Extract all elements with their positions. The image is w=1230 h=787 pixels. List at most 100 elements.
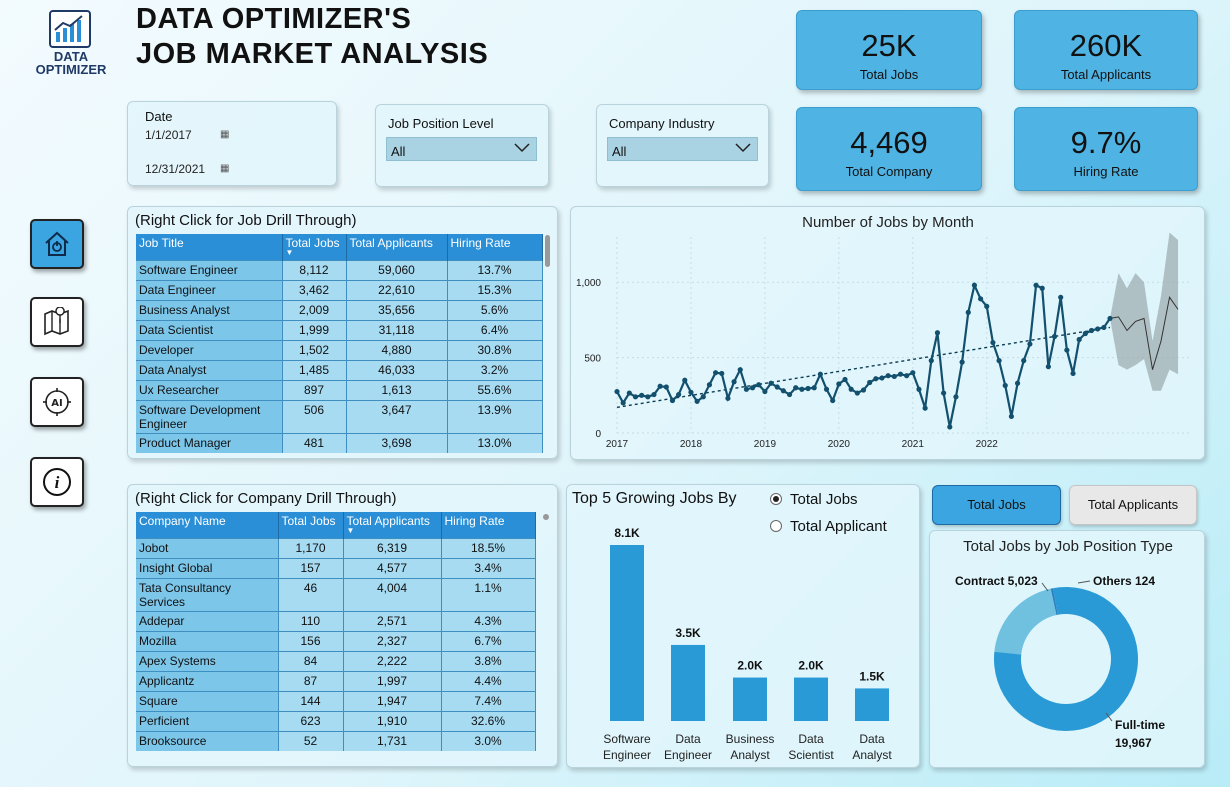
info-button[interactable]: i	[30, 457, 84, 507]
data-point	[910, 370, 915, 375]
category-label: Data	[675, 732, 701, 746]
bar	[855, 688, 889, 721]
home-icon	[42, 229, 72, 259]
col-header[interactable]: Hiring Rate	[447, 234, 542, 260]
table-cell-name: Business Analyst	[136, 300, 282, 320]
col-header[interactable]: Company Name	[136, 512, 278, 538]
table-cell-value: 52	[278, 731, 343, 751]
info-icon: i	[41, 466, 73, 498]
logo: DATA OPTIMIZER	[30, 10, 112, 82]
table-cell-name: Jobot	[136, 538, 278, 558]
toggle-total-applicants[interactable]: Total Applicants	[1069, 485, 1197, 525]
jobs-by-month-card: Number of Jobs by Month 0 500 1,000 2017 2018…	[570, 206, 1205, 460]
table-row[interactable]: Data Engineer 3,462 22,610 15.3%	[136, 280, 542, 300]
home-button[interactable]	[30, 219, 84, 269]
svg-text:i: i	[55, 473, 60, 492]
col-header[interactable]: Total Applicants	[346, 234, 447, 260]
ai-button[interactable]: AI	[30, 377, 84, 427]
data-point	[861, 387, 866, 392]
scrollbar-thumb[interactable]	[545, 235, 550, 267]
table-row[interactable]: Software Engineer 8,112 59,060 13.7%	[136, 260, 542, 280]
data-point	[658, 384, 663, 389]
col-header[interactable]: Total Jobs ▼	[282, 234, 346, 260]
table-cell-value: 5.6%	[447, 300, 542, 320]
table-row[interactable]: Insight Global 157 4,577 3.4%	[136, 558, 535, 578]
data-point	[1083, 331, 1088, 336]
table-row[interactable]: Data Analyst 1,485 46,033 3.2%	[136, 360, 542, 380]
data-point	[775, 384, 780, 389]
calendar-icon[interactable]: ▦	[220, 163, 229, 174]
bar	[733, 678, 767, 721]
y-tick-label: 500	[584, 354, 601, 365]
table-cell-value: 13.9%	[447, 400, 542, 433]
table-row[interactable]: Software Development Engineer 506 3,647 13.…	[136, 400, 542, 433]
map-button[interactable]	[30, 297, 84, 347]
kpi-label: Total Applicants	[1015, 67, 1197, 82]
data-point	[621, 400, 626, 405]
leader-line	[1078, 581, 1090, 583]
table-cell-value: 3.8%	[441, 651, 535, 671]
data-point	[781, 388, 786, 393]
table-row[interactable]: Mozilla 156 2,327 6.7%	[136, 631, 535, 651]
svg-text:AI: AI	[51, 398, 62, 409]
table-cell-name: Data Engineer	[136, 280, 282, 300]
col-header[interactable]: Hiring Rate	[441, 512, 535, 538]
data-point	[923, 406, 928, 411]
data-point	[892, 374, 897, 379]
jobs-by-month-chart: Number of Jobs by Month05001,0002017 2018…	[571, 207, 1206, 461]
col-header[interactable]: Total Jobs	[278, 512, 343, 538]
job-level-dropdown[interactable]: All	[386, 137, 537, 161]
data-point	[879, 375, 884, 380]
table-cell-name: Software Development Engineer	[136, 400, 282, 433]
table-row[interactable]: Data Scientist 1,999 31,118 6.4%	[136, 320, 542, 340]
sort-desc-icon: ▼	[286, 250, 343, 256]
job-table: Job Title Total Jobs ▼ Total Applicants H…	[136, 234, 543, 453]
company-table-card: (Right Click for Company Drill Through) …	[127, 484, 558, 767]
col-header[interactable]: Total Applicants ▼	[343, 512, 441, 538]
table-cell-value: 3.0%	[441, 731, 535, 751]
table-row[interactable]: Apex Systems 84 2,222 3.8%	[136, 651, 535, 671]
table-cell-name: Ux Researcher	[136, 380, 282, 400]
table-row[interactable]: Developer 1,502 4,880 30.8%	[136, 340, 542, 360]
table-cell-name: Square	[136, 691, 278, 711]
table-cell-value: 46	[278, 578, 343, 611]
category-label: Engineer	[603, 748, 651, 762]
data-point	[639, 393, 644, 398]
data-point	[904, 373, 909, 378]
table-row[interactable]: Business Analyst 2,009 35,656 5.6%	[136, 300, 542, 320]
col-header[interactable]: Job Title	[136, 234, 282, 260]
table-cell-value: 1,731	[343, 731, 441, 751]
data-point	[762, 389, 767, 394]
toggle-total-jobs[interactable]: Total Jobs	[932, 485, 1061, 525]
date-start-input[interactable]: 1/1/2017	[145, 128, 192, 142]
data-point	[1095, 326, 1100, 331]
table-row[interactable]: Brooksource 52 1,731 3.0%	[136, 731, 535, 751]
industry-dropdown[interactable]: All	[607, 137, 758, 161]
table-cell-value: 3.2%	[447, 360, 542, 380]
job-table-card: (Right Click for Job Drill Through) Job …	[127, 206, 558, 459]
table-cell-name: Applicantz	[136, 671, 278, 691]
data-point	[1033, 283, 1038, 288]
table-row[interactable]: Addepar 110 2,571 4.3%	[136, 611, 535, 631]
table-cell-value: 4,004	[343, 578, 441, 611]
data-point	[1009, 414, 1014, 419]
table-cell-name: Product Manager	[136, 433, 282, 453]
company-table: Company Name Total Jobs Total Applicants…	[136, 512, 536, 751]
table-row[interactable]: Perficient 623 1,910 32.6%	[136, 711, 535, 731]
table-row[interactable]: Square 144 1,947 7.4%	[136, 691, 535, 711]
data-point	[972, 283, 977, 288]
data-point	[947, 424, 952, 429]
table-cell-value: 481	[282, 433, 346, 453]
table-row[interactable]: Ux Researcher 897 1,613 55.6%	[136, 380, 542, 400]
date-end-input[interactable]: 12/31/2021	[145, 162, 205, 176]
data-point	[1101, 325, 1106, 330]
table-row[interactable]: Product Manager 481 3,698 13.0%	[136, 433, 542, 453]
scrollbar-thumb[interactable]	[543, 514, 549, 520]
table-row[interactable]: Tata Consultancy Services 46 4,004 1.1%	[136, 578, 535, 611]
data-point	[953, 394, 958, 399]
table-row[interactable]: Jobot 1,170 6,319 18.5%	[136, 538, 535, 558]
table-row[interactable]: Applicantz 87 1,997 4.4%	[136, 671, 535, 691]
data-point	[713, 370, 718, 375]
slice-label: Others 124	[1093, 574, 1155, 588]
calendar-icon[interactable]: ▦	[220, 129, 229, 140]
